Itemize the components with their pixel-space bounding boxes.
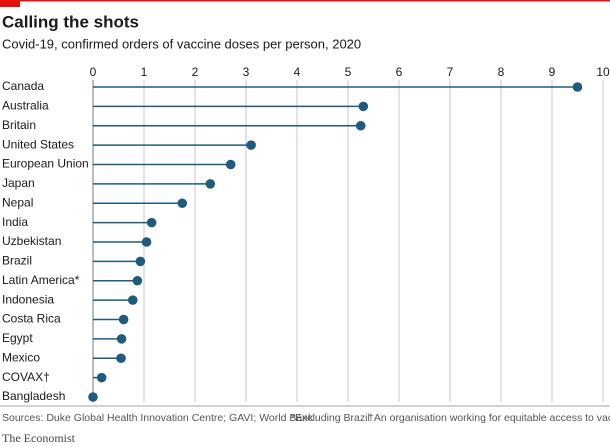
category-label: Costa Rica <box>2 312 61 326</box>
x-tick-label: 8 <box>498 65 505 79</box>
dot <box>358 101 369 112</box>
top-rule <box>0 0 610 2</box>
dot <box>127 295 138 305</box>
x-tick-label: 3 <box>243 65 250 79</box>
dot <box>116 334 127 344</box>
dot <box>177 198 188 209</box>
category-label: Indonesia <box>2 292 54 306</box>
category-label: Bangladesh <box>2 389 65 403</box>
category-label: European Union <box>2 157 89 171</box>
x-tick-label: 5 <box>345 65 352 79</box>
category-label: Uzbekistan <box>2 234 61 248</box>
dot <box>572 82 583 92</box>
x-tick-label: 6 <box>396 65 403 79</box>
dot <box>141 237 152 247</box>
category-label: Britain <box>2 118 36 132</box>
red-tab <box>0 0 20 7</box>
dot <box>118 314 129 325</box>
dot <box>146 217 157 228</box>
category-label: Brazil <box>2 254 32 268</box>
category-label: Mexico <box>2 350 40 364</box>
chart-subtitle: Covid-19, confirmed orders of vaccine do… <box>2 36 361 51</box>
dot <box>205 179 216 189</box>
dot <box>135 256 146 267</box>
note: *Excluding Brazil <box>291 412 370 424</box>
note: †An organisation working for equitable a… <box>368 412 610 424</box>
category-label: Australia <box>2 99 49 113</box>
category-label: Egypt <box>2 331 33 345</box>
category-label: United States <box>2 137 74 151</box>
category-label: Latin America* <box>2 273 80 287</box>
dot <box>132 275 143 286</box>
dot <box>96 372 107 383</box>
dot <box>116 353 126 364</box>
dot <box>225 159 236 170</box>
x-tick-label: 7 <box>447 65 454 79</box>
dot <box>246 140 256 150</box>
x-tick-label: 1 <box>141 65 148 79</box>
category-label: India <box>2 215 28 229</box>
x-tick-label: 4 <box>294 65 301 79</box>
source: Sources: Duke Global Health Innovation C… <box>2 412 314 424</box>
category-label: Japan <box>2 176 35 190</box>
publisher: The Economist <box>2 431 76 445</box>
chart-title: Calling the shots <box>2 12 139 31</box>
dot <box>355 120 366 131</box>
dot <box>88 392 98 402</box>
x-tick-label: 2 <box>192 65 199 79</box>
category-label: COVAX† <box>2 370 50 384</box>
category-label: Nepal <box>2 195 33 209</box>
x-tick-label: 0 <box>90 65 97 79</box>
x-tick-label: 10 <box>596 65 610 79</box>
x-tick-label: 9 <box>549 65 556 79</box>
category-label: Canada <box>2 79 44 93</box>
